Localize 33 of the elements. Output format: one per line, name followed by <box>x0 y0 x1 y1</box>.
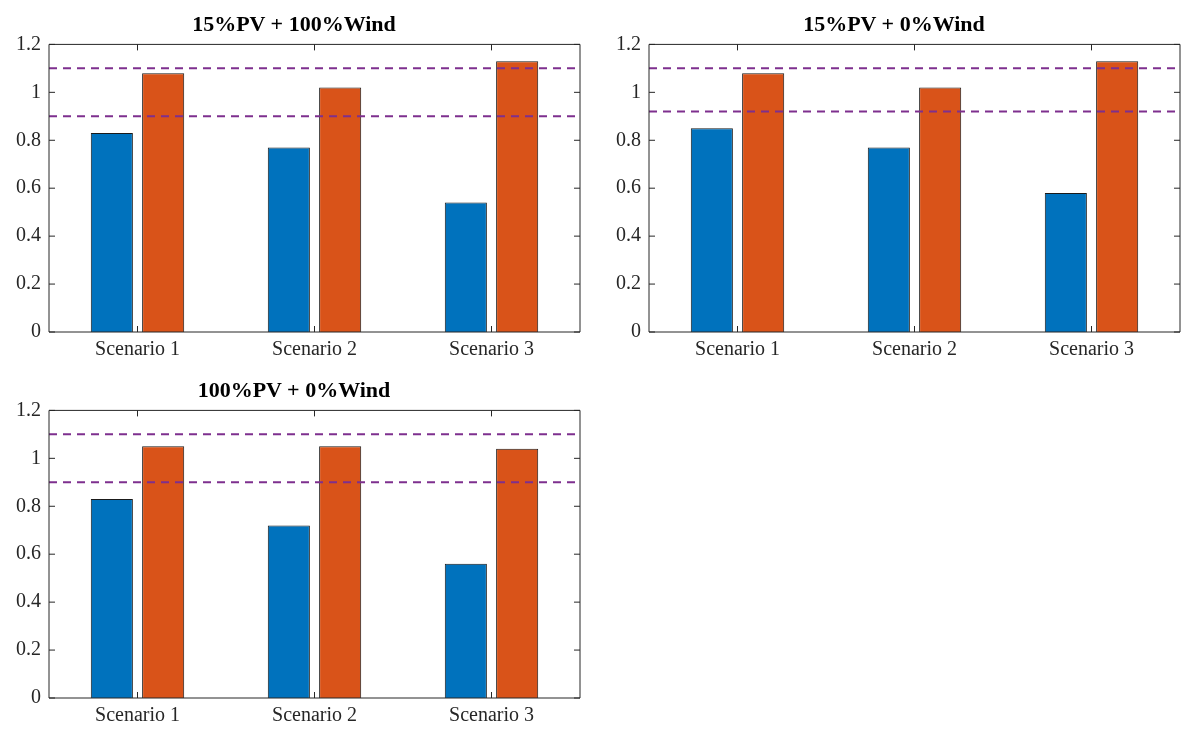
x-tick-label: Scenario 1 <box>695 337 780 360</box>
y-tick-label: 0.6 <box>16 541 41 564</box>
y-tick-label: 0.2 <box>616 271 641 294</box>
y-tick-label: 0 <box>631 319 641 342</box>
y-tick-label: 1.2 <box>16 397 41 420</box>
x-tick-label: Scenario 3 <box>449 337 534 360</box>
x-tick-label: Scenario 3 <box>1049 337 1134 360</box>
y-tick-label: 1 <box>631 79 641 102</box>
y-tick-label: 0 <box>31 319 41 342</box>
x-tick-label: Scenario 2 <box>872 337 957 360</box>
chart-title: 15%PV + 0%Wind <box>803 10 985 36</box>
y-tick-label: 1 <box>31 445 41 468</box>
chart-title: 100%PV + 0%Wind <box>197 376 391 402</box>
y-tick-label: 0 <box>31 685 41 708</box>
y-tick-label: 0.8 <box>16 127 41 150</box>
y-tick-label: 0.8 <box>16 493 41 516</box>
x-tick-label: Scenario 1 <box>95 703 180 726</box>
y-tick-label: 1 <box>31 79 41 102</box>
y-tick-label: 1.2 <box>616 31 641 54</box>
x-tick-label: Scenario 3 <box>449 703 534 726</box>
y-tick-label: 0.4 <box>16 223 41 246</box>
y-tick-label: 0.2 <box>16 271 41 294</box>
y-tick-label: 0.4 <box>16 589 41 612</box>
y-tick-label: 0.8 <box>616 127 641 150</box>
chart-title: 15%PV + 100%Wind <box>192 10 396 36</box>
x-tick-label: Scenario 2 <box>272 703 357 726</box>
y-tick-label: 1.2 <box>16 31 41 54</box>
x-tick-label: Scenario 2 <box>272 337 357 360</box>
y-tick-label: 0.4 <box>616 223 641 246</box>
x-tick-label: Scenario 1 <box>95 337 180 360</box>
y-tick-label: 0.2 <box>16 637 41 660</box>
y-tick-label: 0.6 <box>16 175 41 198</box>
y-tick-label: 0.6 <box>616 175 641 198</box>
